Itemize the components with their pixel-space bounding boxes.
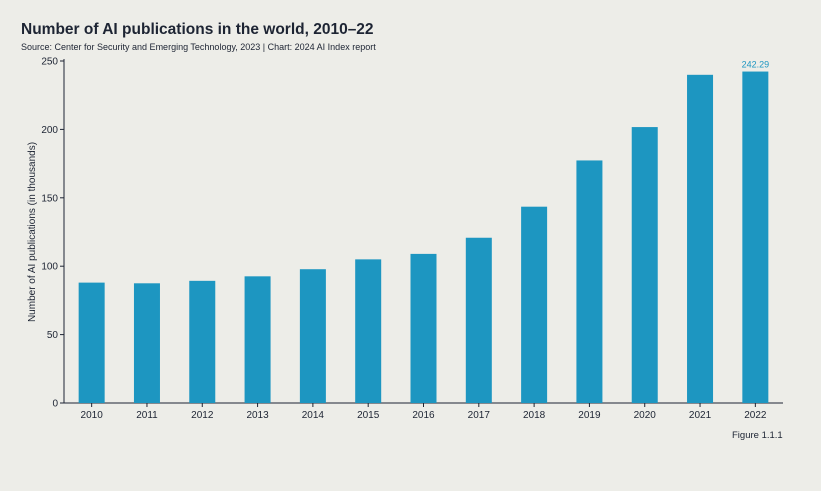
x-tick-label: 2021 <box>689 410 712 421</box>
bar-2010 <box>78 282 105 403</box>
x-tick-label: 2018 <box>523 410 546 421</box>
x-tick-label: 2019 <box>578 410 601 421</box>
y-tick-label: 150 <box>41 193 58 204</box>
bar-2021 <box>687 74 714 403</box>
x-tick-label: 2013 <box>246 410 269 421</box>
data-label-2022: 242.29 <box>742 60 770 70</box>
y-axis-title: Number of AI publications (in thousands) <box>27 142 38 322</box>
y-tick-label: 0 <box>52 399 58 410</box>
x-tick-label: 2020 <box>634 410 657 421</box>
figure-label: Figure 1.1.1 <box>732 430 783 441</box>
chart-title: Number of AI publications in the world, … <box>21 21 374 38</box>
bar-2014 <box>299 269 326 403</box>
bar-2018 <box>521 206 548 403</box>
x-tick-label: 2015 <box>357 410 380 421</box>
y-tick-label: 100 <box>41 262 58 273</box>
y-tick-label: 200 <box>41 125 58 136</box>
bar-2012 <box>189 280 216 403</box>
bar-2020 <box>631 127 658 403</box>
bar-2011 <box>133 283 160 403</box>
bar-2015 <box>355 259 382 403</box>
x-tick-label: 2017 <box>468 410 491 421</box>
x-tick-label: 2022 <box>744 410 767 421</box>
x-tick-label: 2014 <box>302 410 325 421</box>
x-tick-label: 2010 <box>81 410 104 421</box>
x-tick-label: 2012 <box>191 410 214 421</box>
bar-2013 <box>244 276 271 403</box>
bar-2022 <box>742 71 769 404</box>
y-tick-label: 50 <box>47 330 59 341</box>
bar-2016 <box>410 253 437 403</box>
y-tick-label: 250 <box>41 57 58 68</box>
x-tick-label: 2011 <box>136 410 158 421</box>
chart-source: Source: Center for Security and Emerging… <box>21 42 376 52</box>
bar-2019 <box>576 160 603 403</box>
x-tick-label: 2016 <box>412 410 435 421</box>
bar-2017 <box>465 237 492 403</box>
